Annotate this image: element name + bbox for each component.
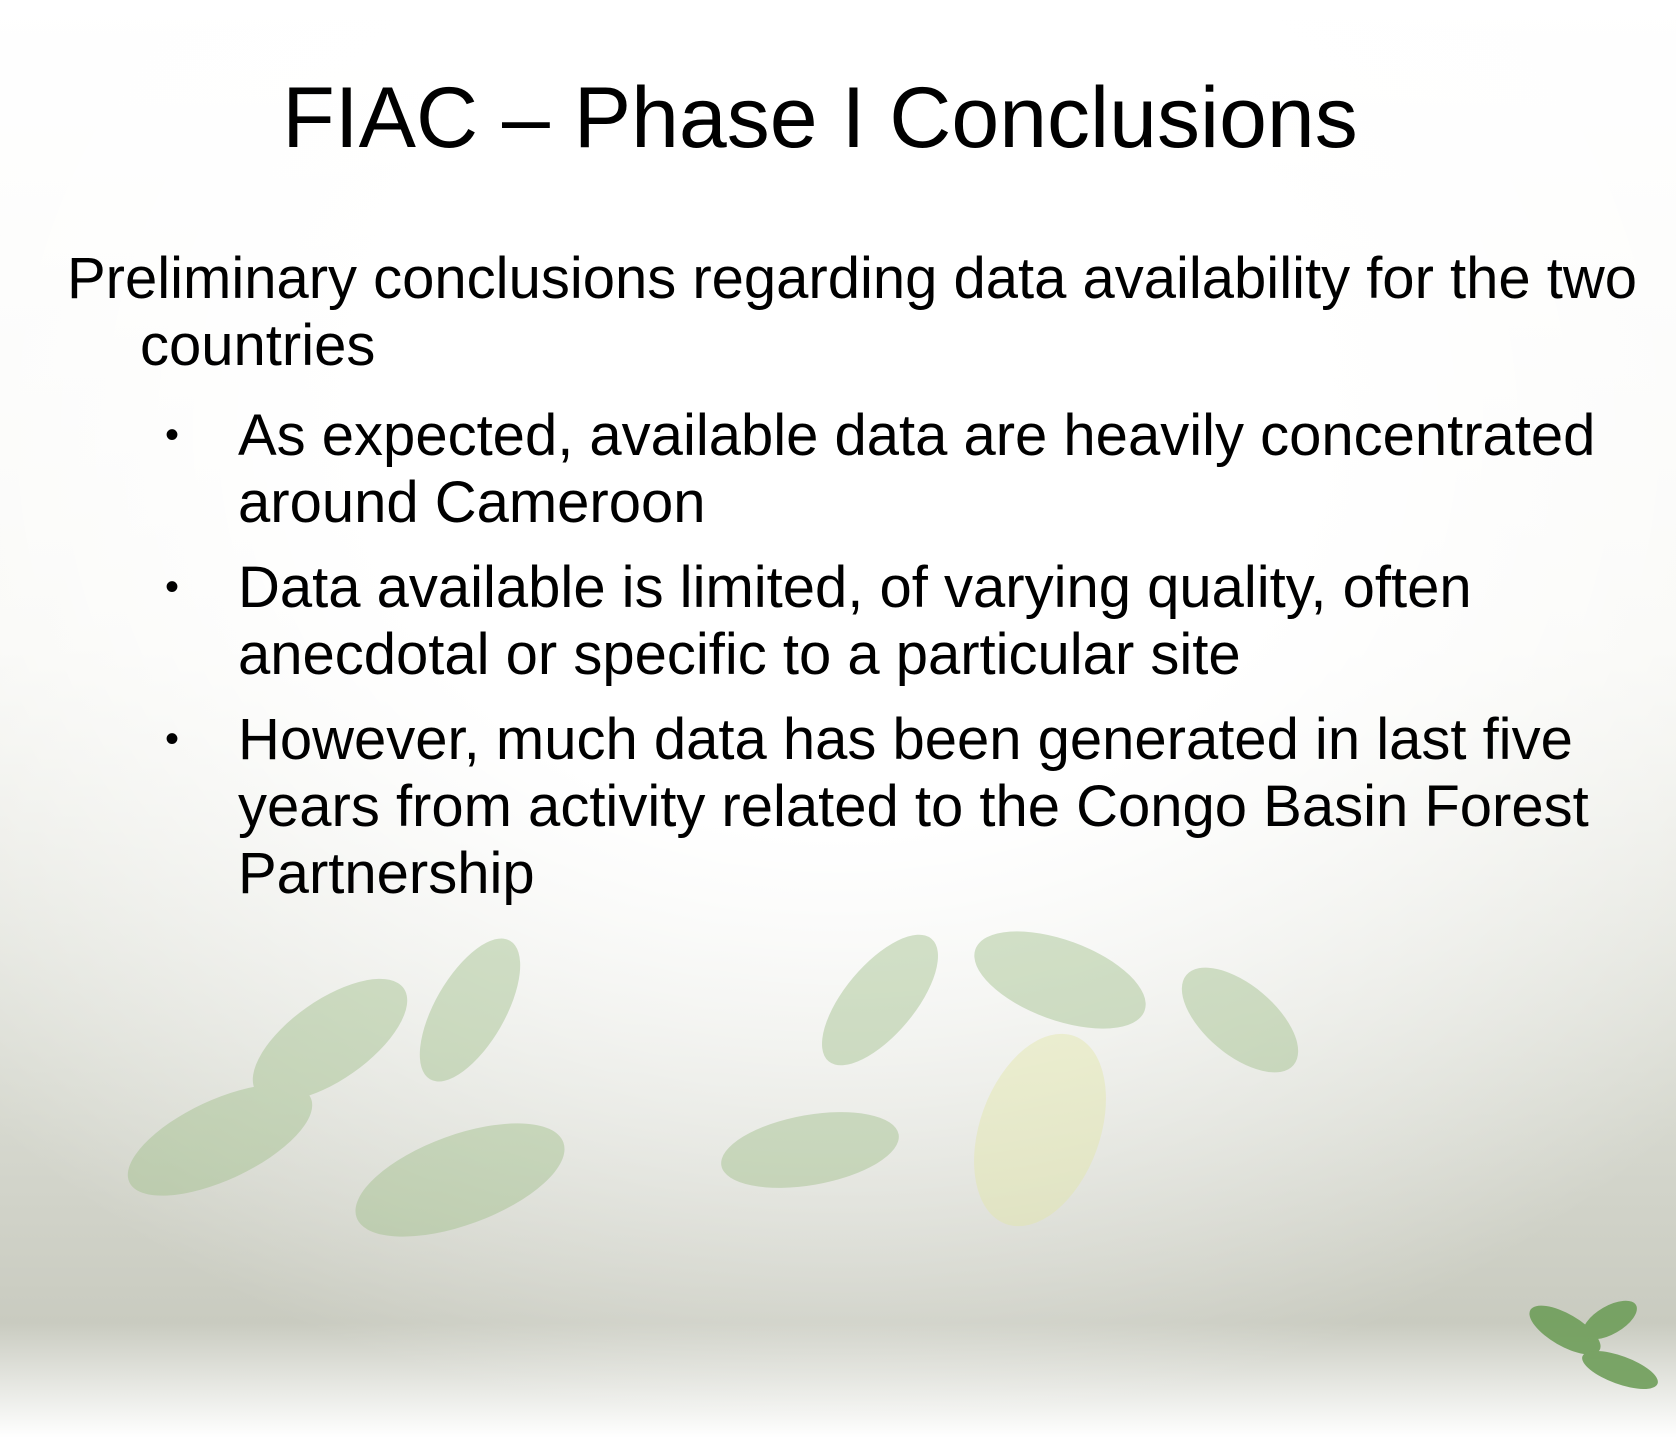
intro-text: Preliminary conclusions regarding data a…: [67, 245, 1650, 379]
slide-title: FIAC – Phase I Conclusions: [0, 68, 1640, 168]
bullet-dot: •: [165, 402, 179, 469]
bullet-dot: •: [165, 706, 179, 773]
bullet-item: • However, much data has been generated i…: [165, 706, 1660, 907]
bullet-dot: •: [165, 554, 179, 621]
bullet-text: However, much data has been generated in…: [238, 707, 1589, 906]
bullet-item: • As expected, available data are heavily…: [165, 402, 1660, 536]
bullet-text: As expected, available data are heavily …: [238, 403, 1595, 535]
bullet-list: • As expected, available data are heavily…: [165, 402, 1660, 925]
bullet-item: • Data available is limited, of varying q…: [165, 554, 1660, 688]
bullet-text: Data available is limited, of varying qu…: [238, 555, 1472, 687]
slide: FIAC – Phase I Conclusions Preliminary c…: [0, 0, 1676, 1438]
